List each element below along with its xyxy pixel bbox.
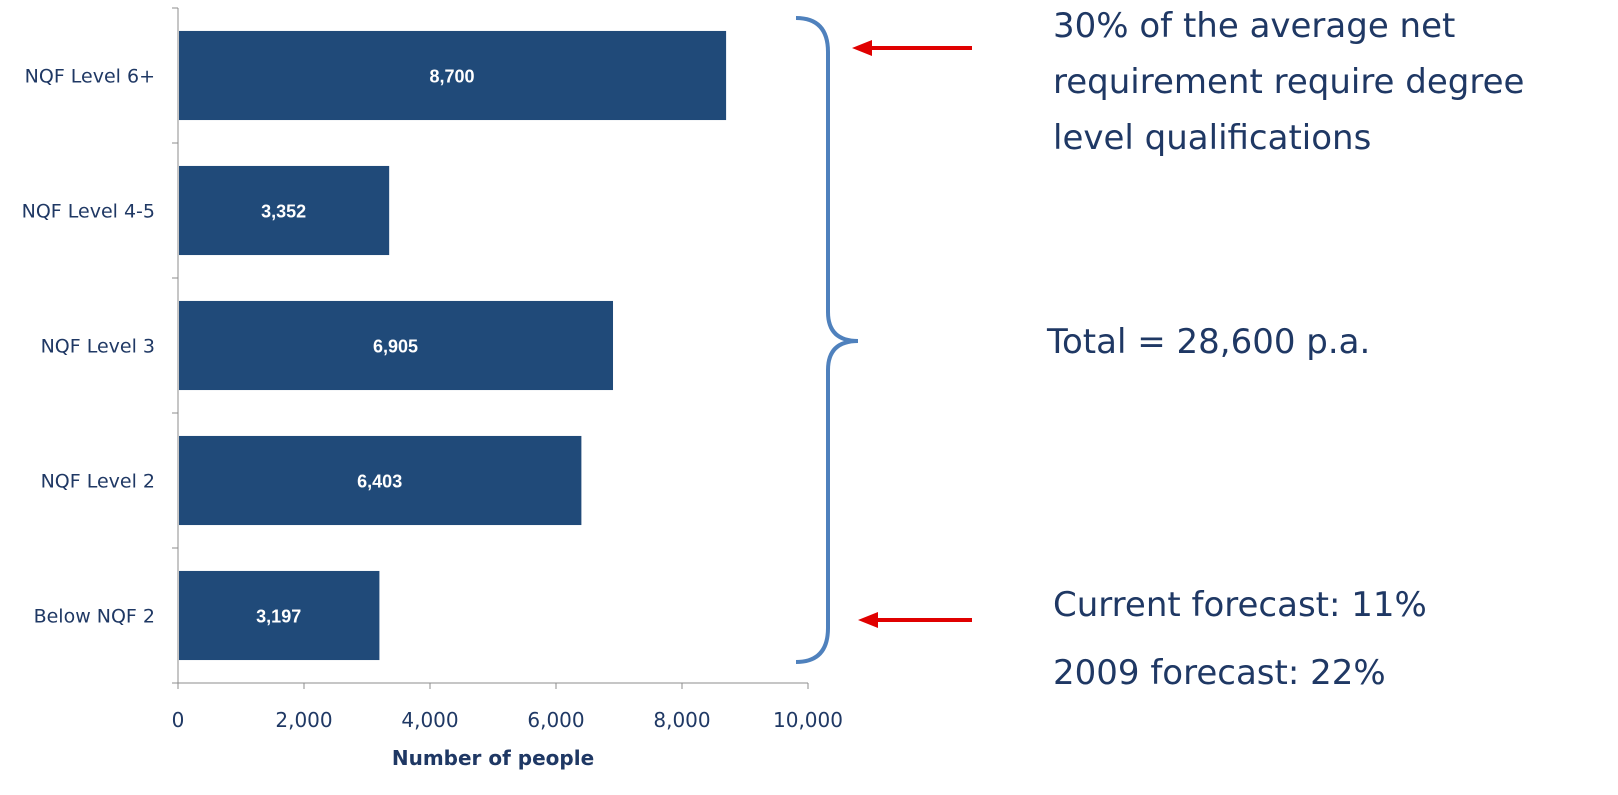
annotation-2009-forecast: 2009 forecast: 22% xyxy=(1053,653,1386,693)
annotation-total: Total = 28,600 p.a. xyxy=(1047,322,1371,362)
bar xyxy=(179,570,380,661)
category-label: NQF Level 2 xyxy=(41,471,155,493)
category-label: NQF Level 6+ xyxy=(25,66,155,88)
x-tick-label: 8,000 xyxy=(653,708,710,732)
category-label: NQF Level 4-5 xyxy=(22,201,155,223)
annotation-top-line-1: 30% of the average net xyxy=(1053,6,1456,46)
bar xyxy=(179,300,614,391)
annotation-top: 30% of the average net requirement requi… xyxy=(1053,0,1524,166)
annotation-bottom: Current forecast: 11% 2009 forecast: 22% xyxy=(1053,571,1427,707)
bar-value-label: 3,197 xyxy=(256,607,301,627)
x-tick-label: 0 xyxy=(172,708,185,732)
bar-value-label: 3,352 xyxy=(261,202,306,222)
x-tick-label: 10,000 xyxy=(773,708,843,732)
brace xyxy=(795,16,859,664)
category-label: Below NQF 2 xyxy=(34,606,155,628)
arrow-bottom xyxy=(858,612,972,628)
bar-value-label: 6,403 xyxy=(357,472,402,492)
x-axis-title: Number of people xyxy=(392,746,594,770)
bar xyxy=(179,30,727,121)
x-tick-label: 2,000 xyxy=(275,708,332,732)
x-tick-label: 4,000 xyxy=(401,708,458,732)
bar xyxy=(179,165,390,256)
bar-value-label: 6,905 xyxy=(373,337,418,357)
annotation-top-line-2: requirement require degree xyxy=(1053,62,1525,102)
bar xyxy=(179,435,582,526)
annotation-top-line-3: level qualifications xyxy=(1053,118,1372,158)
bar-value-label: 8,700 xyxy=(430,67,475,87)
x-tick-label: 6,000 xyxy=(527,708,584,732)
annotation-current-forecast: Current forecast: 11% xyxy=(1053,585,1427,625)
category-label: NQF Level 3 xyxy=(41,336,155,358)
arrow-top xyxy=(852,40,972,56)
